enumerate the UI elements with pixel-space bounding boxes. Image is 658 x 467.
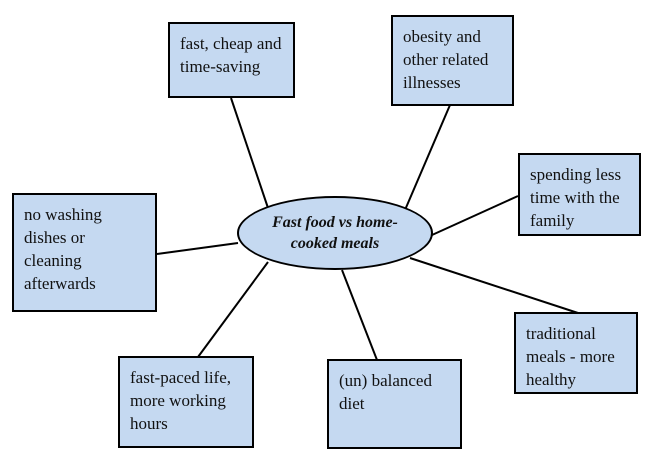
node-family-time-text: spending less time with the family [530,165,622,230]
connector-obesity [404,104,451,211]
node-balanced-diet: (un) balanced diet [327,359,462,449]
connector-family-time [431,195,519,236]
connector-fast-cheap [230,97,269,209]
node-traditional-text: traditional meals - more healthy [526,324,615,389]
node-family-time: spending less time with the family [518,153,641,236]
connector-fast-paced [197,261,269,358]
node-obesity: obesity and other related illnesses [391,15,514,106]
connector-traditional [409,257,579,314]
central-topic-label: Fast food vs home-cooked meals [272,214,398,252]
node-balanced-diet-text: (un) balanced diet [339,371,432,413]
connector-no-washing [156,242,239,255]
connector-balanced-diet [341,269,378,361]
node-fast-cheap-text: fast, cheap and time-saving [180,34,282,76]
node-no-washing-text: no washing dishes or cleaning afterwards [24,205,102,293]
node-fast-paced-text: fast-paced life, more working hours [130,368,231,433]
node-no-washing: no washing dishes or cleaning afterwards [12,193,157,312]
central-topic: Fast food vs home-cooked meals [237,196,433,270]
node-traditional: traditional meals - more healthy [514,312,638,394]
node-fast-paced: fast-paced life, more working hours [118,356,254,448]
node-obesity-text: obesity and other related illnesses [403,27,489,92]
node-fast-cheap: fast, cheap and time-saving [168,22,295,98]
